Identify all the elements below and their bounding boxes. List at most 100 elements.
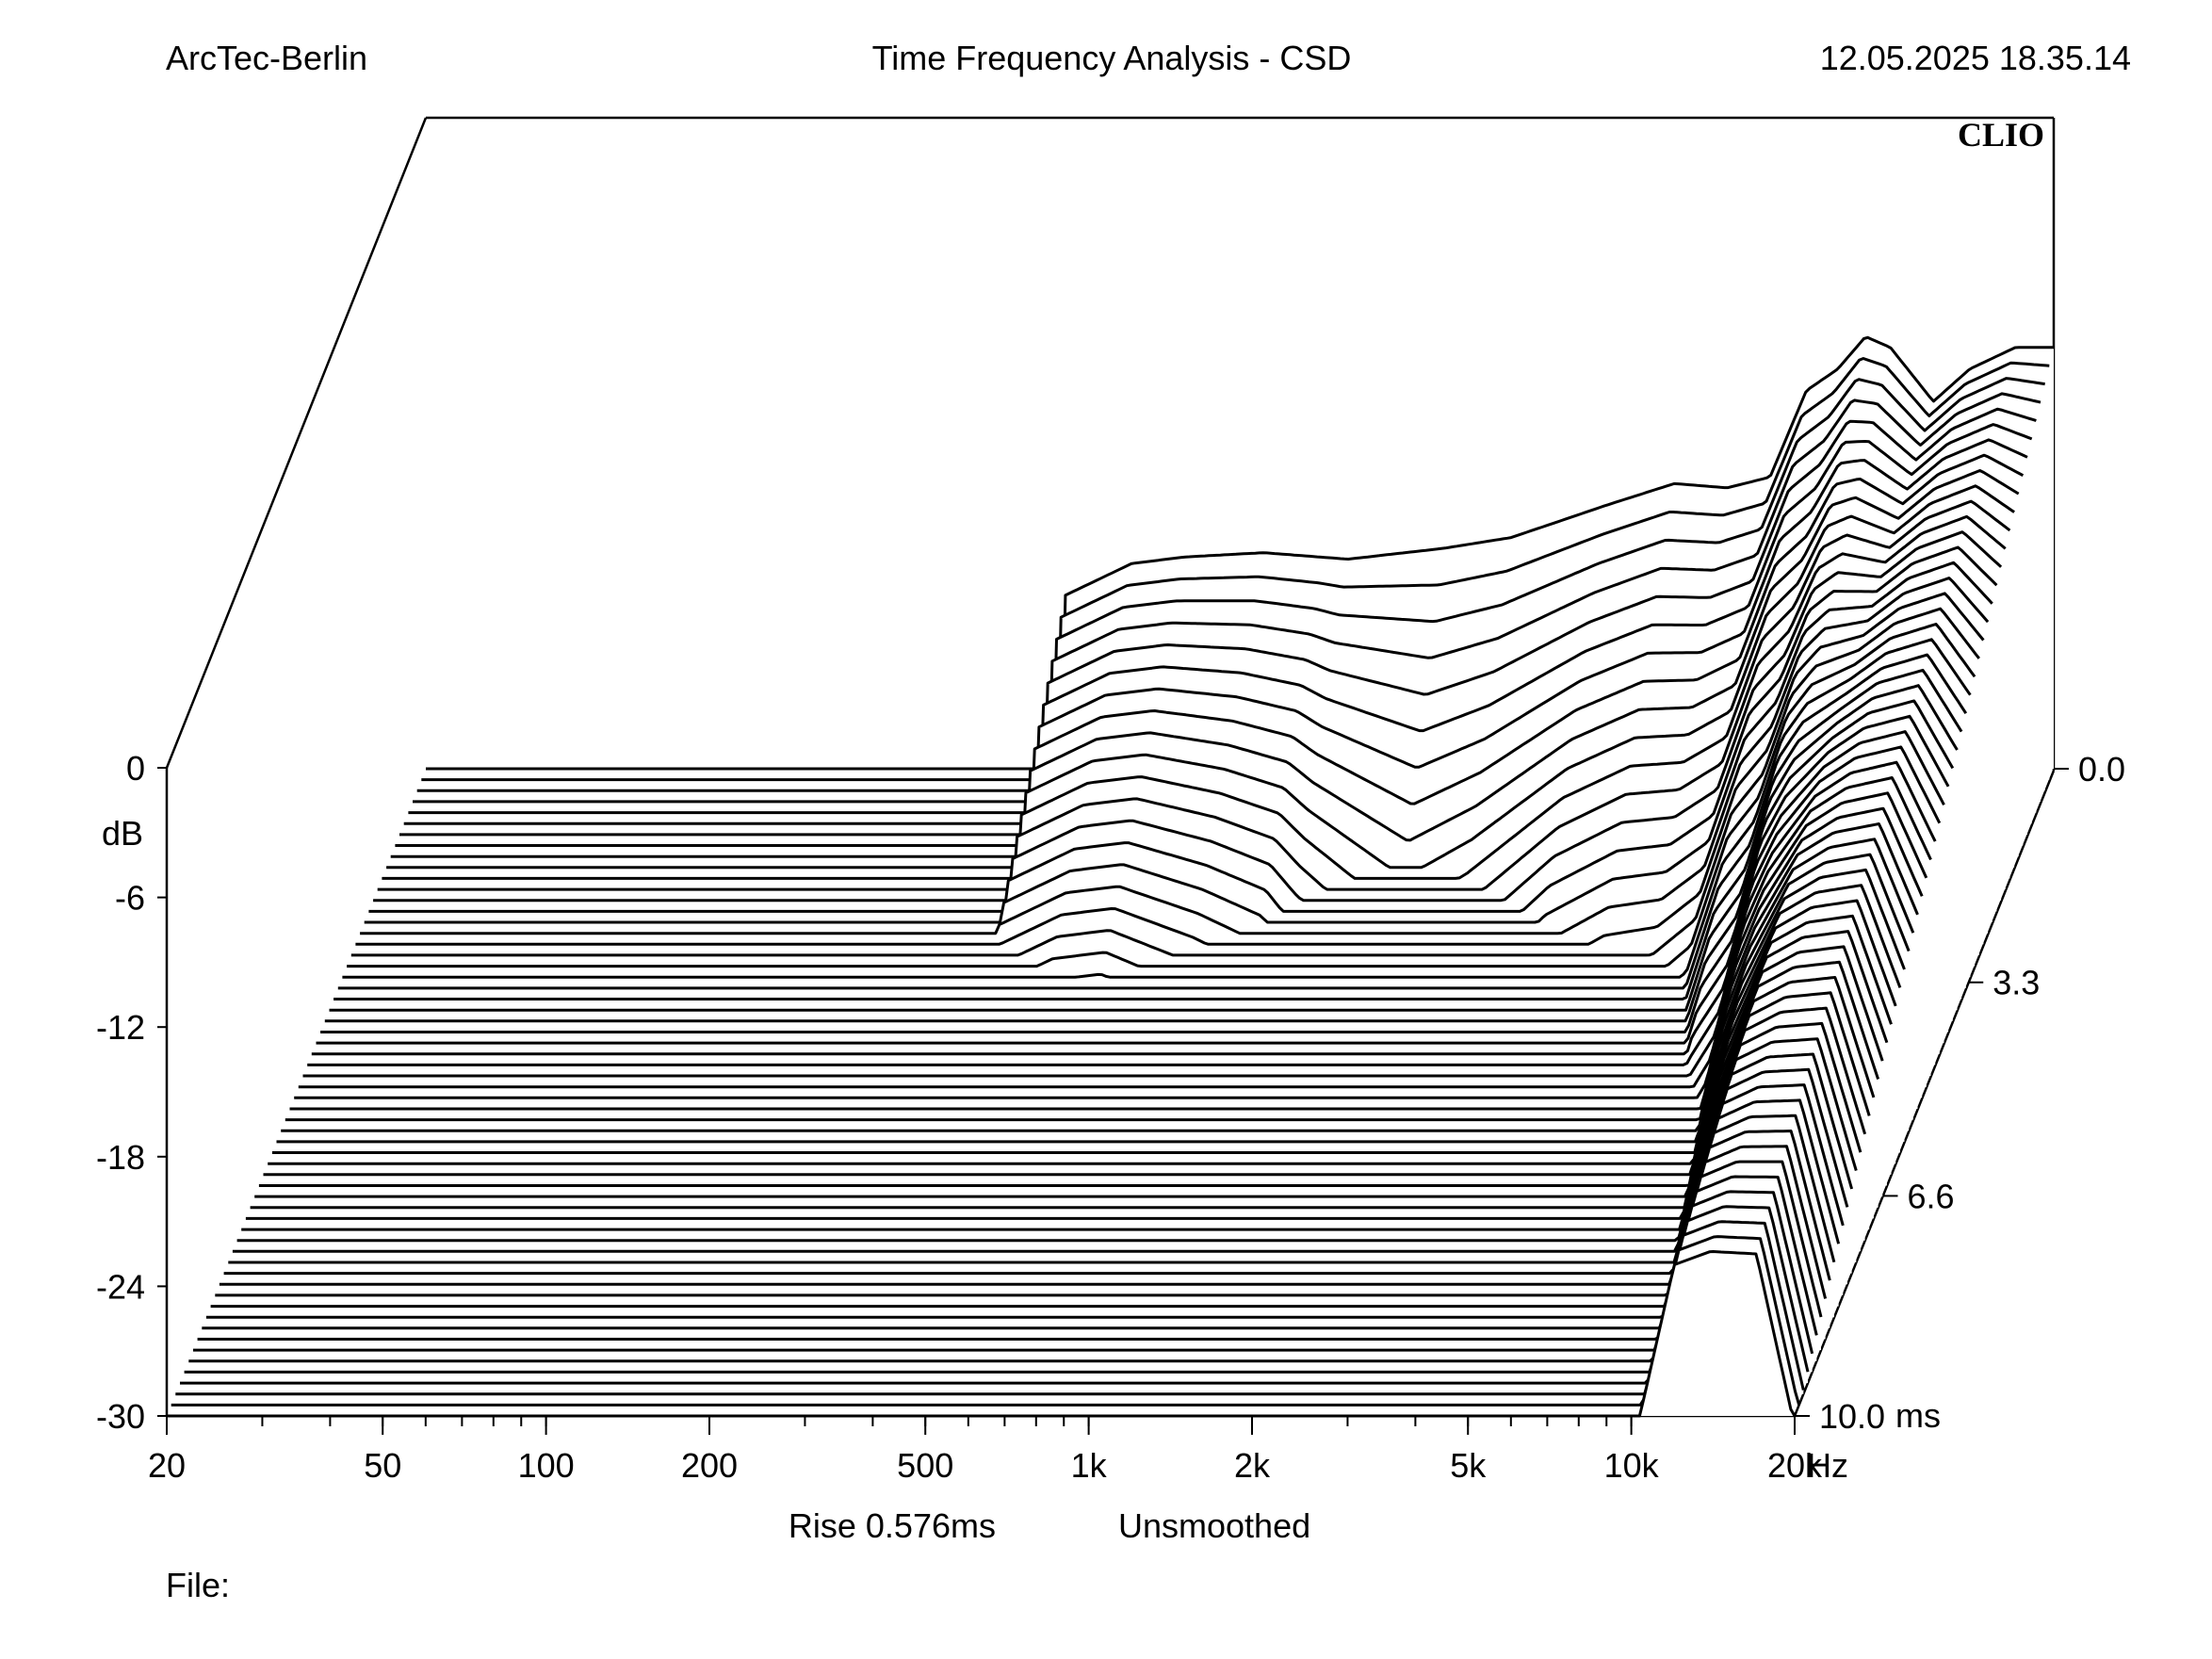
company-name: ArcTec-Berlin [166,39,367,77]
slice-line [320,714,1950,1033]
rise-label: Rise 0.576ms [789,1506,996,1545]
slice-line [180,1205,1810,1385]
frequency-axis-ticks: 20 50 100 200 500 1k 2k 5k 10k 20k [148,1416,1823,1485]
slice-line [241,991,1871,1231]
slice-line [285,838,1915,1122]
ms-unit-label: ms [1895,1396,1941,1435]
slice-fill [175,1221,1804,1394]
slice-line [302,776,1932,1078]
slice-line [294,806,1924,1099]
slice-line [364,561,1993,924]
slice-line [167,1250,1797,1418]
db-tick-label: -24 [96,1267,145,1306]
left-back-edge [165,117,428,769]
slice-line [271,884,1902,1154]
timestamp: 12.05.2025 18.35.14 [1820,39,2131,77]
slice-line [175,1220,1805,1396]
slice-fill [205,1115,1834,1318]
slice-line [281,853,1911,1132]
db-unit-label: dB [102,814,143,853]
slice-line [171,1235,1801,1407]
frequency-tick-label: 10k [1604,1446,1660,1485]
db-axis-ticks: 0 -6 -12 -18 -24 -30 [96,749,167,1436]
db-tick-label: 0 [126,749,145,788]
slice-fill [386,485,2015,868]
slice-line [377,514,2007,891]
slice-line [298,791,1928,1089]
slice-line [254,945,1884,1198]
slice-fill [167,1251,1795,1416]
slice-line [236,1006,1867,1243]
slice-line [329,684,1959,1012]
slice-line [355,592,1985,946]
frequency-tick-label: 20 [148,1446,186,1485]
db-tick-label: -12 [96,1008,145,1047]
time-axis-line [1793,770,2056,1417]
time-tick-label: 3.3 [1992,964,2040,1002]
slice-line [324,699,1955,1023]
slice-line [219,1067,1849,1286]
slice-fill [241,992,1870,1230]
time-tick-label: 0.0 [2078,750,2125,789]
frequency-tick-label: 20k [1767,1446,1823,1485]
slice-line [205,1114,1836,1319]
frequency-tick-label: 2k [1234,1446,1271,1485]
slice-line [197,1145,1828,1341]
chart-title: Time Frequency Analysis - CSD [872,39,1352,77]
slice-line [307,760,1937,1066]
time-tick-label: 10.0 [1819,1397,1885,1436]
db-tick-label: -30 [96,1397,145,1436]
frequency-tick-label: 500 [897,1446,953,1485]
slice-line [263,914,1893,1177]
slice-line [316,730,1945,1045]
slice-line [350,607,1980,957]
slice-line [193,1160,1823,1352]
time-axis-ticks: 0.0 3.3 6.6 10.0 [1795,750,2125,1436]
slice-line [232,1021,1862,1253]
frequency-tick-label: 200 [681,1446,738,1485]
slice-line [250,960,1880,1210]
smoothing-label: Unsmoothed [1118,1506,1310,1545]
slice-line [188,1175,1818,1363]
slice-fill [193,1162,1821,1351]
slice-line [373,530,2003,903]
slice-fill [188,1177,1817,1361]
slice-line [333,668,1963,1000]
slice-line [408,407,2037,815]
slice-line [276,868,1906,1144]
clio-brand: CLIO [1958,116,2044,154]
slice-line [289,822,1919,1111]
slice-line [268,899,1897,1165]
frequency-tick-label: 100 [518,1446,575,1485]
db-tick-label: -6 [115,879,145,918]
slice-line [210,1098,1841,1309]
frequency-tick-label: 5k [1450,1446,1487,1485]
slice-line [403,423,2033,825]
file-label: File: [166,1566,230,1604]
slice-line [421,357,2050,782]
frequency-tick-label: 1k [1071,1446,1108,1485]
slice-line [426,335,2054,771]
waterfall-slices [167,335,2054,1418]
time-tick-label: 6.6 [1908,1177,1955,1215]
db-tick-label: -18 [96,1138,145,1177]
frequency-tick-label: 50 [364,1446,401,1485]
slice-fill [258,931,1887,1186]
hz-unit-label: Hz [1807,1446,1848,1485]
slice-line [347,623,1976,968]
slice-line [395,453,2025,847]
slice-line [337,653,1968,990]
slice-line [215,1083,1845,1297]
slice-line [184,1190,1814,1374]
slice-line [245,976,1876,1220]
slice-line [342,638,1972,979]
slice-line [223,1052,1854,1276]
slice-line [202,1130,1831,1330]
slice-line [368,545,1998,913]
slice-line [413,392,2041,804]
slice-line [399,438,2028,837]
slice-line [228,1037,1858,1264]
slice-fill [254,946,1883,1197]
slice-fill [382,501,2010,879]
